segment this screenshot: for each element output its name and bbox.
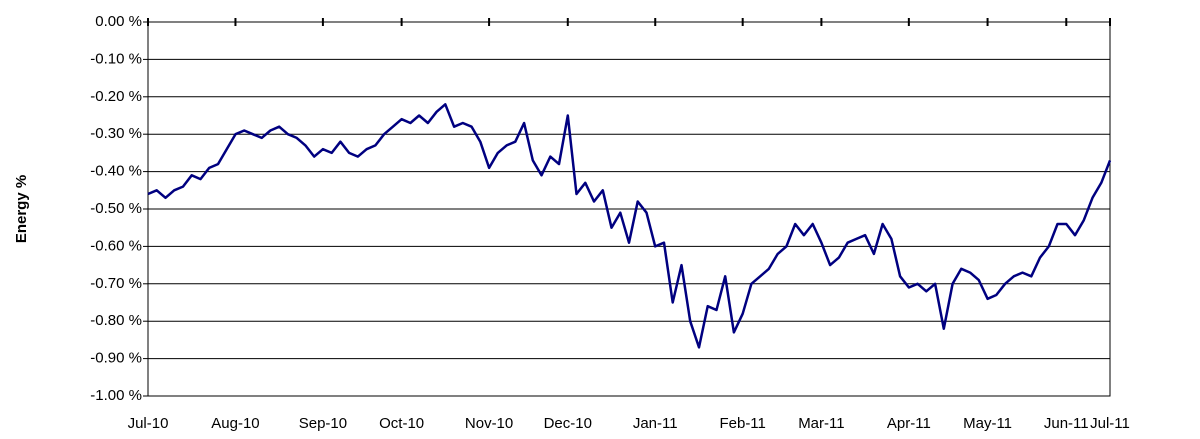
y-tick-label: -0.80 % — [90, 312, 142, 329]
x-tick-label: Mar-11 — [798, 415, 844, 432]
x-tick-label: Jan-11 — [633, 415, 678, 432]
y-tick-label: -0.90 % — [90, 350, 142, 367]
y-tick-label: 0.00 % — [95, 13, 142, 30]
x-tick-label: Jun-11 — [1044, 415, 1089, 432]
x-tick-label: Dec-10 — [544, 415, 592, 432]
x-tick-label: Oct-10 — [379, 415, 424, 432]
y-tick-label: -0.10 % — [90, 50, 142, 67]
y-tick-label: -0.20 % — [90, 88, 142, 105]
y-tick-label: -0.60 % — [90, 237, 142, 254]
y-tick-label: -0.40 % — [90, 163, 142, 180]
x-tick-label: May-11 — [963, 415, 1012, 432]
data-line — [147, 103, 1112, 349]
y-axis-label: Energy % — [13, 175, 30, 243]
x-tick-label: Jul-10 — [128, 415, 169, 432]
x-tick-label: Sep-10 — [299, 415, 347, 432]
y-tick-label: -0.50 % — [90, 200, 142, 217]
x-tick-label: Jul-11 — [1090, 415, 1130, 432]
y-tick-label: -0.70 % — [90, 275, 142, 292]
x-tick-label: Nov-10 — [465, 415, 513, 432]
plot-frame — [147, 21, 1111, 397]
y-tick-label: -1.00 % — [90, 387, 142, 404]
x-tick-label: Aug-10 — [211, 415, 259, 432]
x-tick-label: Apr-11 — [887, 415, 931, 432]
x-tick-label: Feb-11 — [719, 415, 765, 432]
y-tick-label: -0.30 % — [90, 125, 142, 142]
